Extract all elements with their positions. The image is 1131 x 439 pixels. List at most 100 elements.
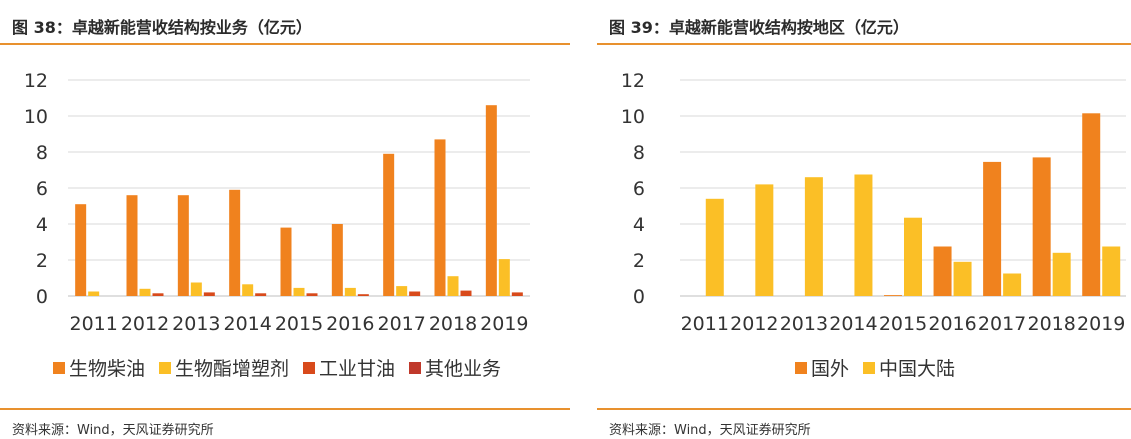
bar — [88, 291, 100, 296]
bar — [755, 184, 774, 296]
bar — [854, 174, 873, 296]
source-note: 资料来源：Wind，天风证券研究所 — [609, 423, 811, 438]
x-tick-label: 2017 — [377, 313, 425, 335]
legend-item: 工业甘油 — [303, 354, 395, 381]
legend-swatch — [53, 361, 65, 374]
y-tick-label: 12 — [621, 70, 645, 92]
y-tick-label: 4 — [36, 214, 48, 236]
bar — [804, 177, 823, 296]
x-tick-label: 2012 — [121, 313, 169, 335]
bar — [434, 139, 446, 296]
bar — [280, 227, 292, 296]
bar — [884, 295, 902, 296]
x-tick-label: 2016 — [326, 313, 374, 335]
source-divider — [597, 408, 1131, 410]
title-divider — [0, 43, 570, 45]
bar — [485, 105, 497, 296]
x-tick-label: 2013 — [780, 313, 828, 335]
title-divider — [597, 43, 1131, 45]
bar — [705, 198, 724, 296]
bar — [383, 153, 395, 296]
chart-panel-business: 图 38：卓越新能营收结构按业务（亿元） 0 2 4 6 8 10 12 2011 2012 20… — [0, 18, 570, 438]
bar — [306, 293, 318, 296]
source-divider — [0, 408, 570, 410]
bar — [460, 290, 472, 296]
legend-label: 其他业务 — [425, 358, 502, 380]
legend-swatch — [159, 361, 172, 374]
y-tick-label: 2 — [633, 250, 645, 272]
x-tick-label: 2015 — [879, 313, 927, 335]
bar — [1102, 246, 1121, 296]
y-tick-label: 10 — [621, 106, 645, 128]
bar — [255, 293, 267, 296]
bar — [983, 161, 1002, 296]
y-tick-label: 8 — [633, 142, 645, 164]
chart-panel-region: 图 39：卓越新能营收结构按地区（亿元） 0 2 4 6 8 10 12 2011 2012 20… — [597, 0, 1131, 439]
bar — [1003, 273, 1022, 296]
x-tick-label: 2012 — [730, 313, 778, 335]
legend-swatch — [303, 361, 316, 374]
y-tick-label: 6 — [633, 178, 645, 200]
chart-title: 图 38：卓越新能营收结构按业务（亿元） — [12, 18, 312, 37]
y-tick-label: 12 — [24, 70, 48, 92]
bar — [203, 292, 215, 296]
legend-label: 生物酯增塑剂 — [175, 358, 290, 380]
legend-item: 生物酯增塑剂 — [159, 354, 289, 381]
legend-label: 国外 — [811, 358, 850, 380]
y-tick-label: 10 — [24, 106, 48, 128]
x-tick-label: 2014 — [223, 313, 271, 335]
bar — [953, 261, 972, 296]
x-tick-label: 2018 — [1027, 313, 1075, 335]
x-tick-label: 2011 — [69, 313, 117, 335]
bar — [331, 224, 343, 296]
bar — [409, 291, 421, 296]
x-tick-label: 2015 — [275, 313, 323, 335]
bar — [933, 246, 952, 296]
bar — [75, 204, 87, 296]
bar — [1082, 113, 1101, 296]
bar — [152, 293, 164, 296]
bar — [498, 259, 510, 296]
y-tick-label: 4 — [633, 214, 645, 236]
bar — [139, 288, 151, 296]
legend-label: 工业甘油 — [319, 358, 396, 380]
bar — [357, 294, 369, 296]
chart-title: 图 39：卓越新能营收结构按地区（亿元） — [609, 18, 909, 37]
y-tick-label: 2 — [36, 250, 48, 272]
source-note: 资料来源：Wind，天风证券研究所 — [12, 423, 214, 438]
bar — [293, 287, 305, 296]
legend-item: 中国大陆 — [863, 354, 955, 381]
y-tick-label: 0 — [36, 286, 48, 308]
legend-item: 国外 — [795, 354, 849, 381]
bar — [1032, 157, 1051, 296]
legend-label: 中国大陆 — [879, 358, 956, 380]
bar — [177, 195, 189, 296]
x-tick-label: 2019 — [1077, 313, 1125, 335]
chart-legend: 生物柴油 生物酯增塑剂 工业甘油 其他业务 — [53, 354, 501, 381]
x-tick-label: 2016 — [928, 313, 976, 335]
x-tick-label: 2014 — [829, 313, 877, 335]
x-tick-label: 2017 — [978, 313, 1026, 335]
x-tick-label: 2013 — [172, 313, 220, 335]
bar — [229, 189, 241, 296]
x-tick-label: 2018 — [429, 313, 477, 335]
x-tick-label: 2019 — [480, 313, 528, 335]
y-tick-label: 0 — [633, 286, 645, 308]
legend-item: 生物柴油 — [53, 354, 145, 381]
bar — [396, 286, 408, 296]
legend-item: 其他业务 — [409, 354, 501, 381]
legend-swatch — [409, 361, 422, 374]
chart-legend: 国外 中国大陆 — [795, 354, 955, 381]
bar — [344, 287, 356, 296]
bar — [190, 282, 202, 296]
y-tick-label: 6 — [36, 178, 48, 200]
bar — [1052, 252, 1071, 296]
bar — [904, 217, 922, 296]
legend-swatch — [863, 361, 876, 374]
bar — [126, 195, 138, 296]
legend-label: 生物柴油 — [69, 358, 146, 380]
bar — [447, 276, 459, 296]
bar — [511, 292, 523, 296]
bar — [242, 284, 254, 296]
